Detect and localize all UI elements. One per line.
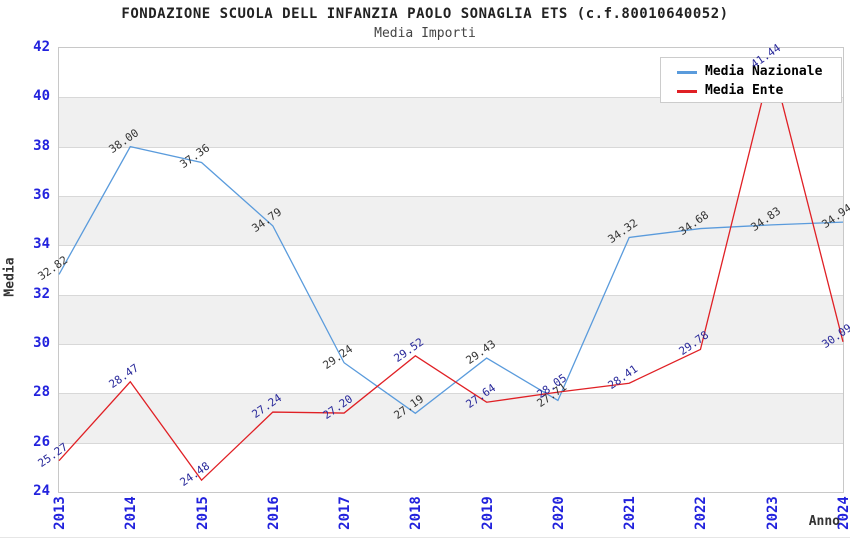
gridline	[59, 393, 843, 395]
y-axis-title: Media	[2, 257, 18, 297]
y-tick-label: 36	[33, 187, 50, 203]
x-tick-label: 2016	[265, 496, 282, 530]
series-line-media-nazionale	[58, 145, 844, 415]
legend-marker-icon	[677, 71, 697, 74]
legend-label: Media Ente	[705, 83, 784, 98]
x-tick-label: 2014	[123, 496, 140, 530]
gridline	[59, 97, 843, 99]
series-line-media-ente	[58, 61, 844, 482]
gridline	[59, 442, 843, 444]
x-tick-label: 2013	[52, 496, 68, 530]
gridline	[59, 344, 843, 345]
x-tick-label: 2022	[693, 496, 710, 530]
y-tick-label: 38	[33, 137, 50, 154]
shaded-band	[59, 393, 843, 443]
gridline	[59, 196, 843, 197]
legend-item-media-ente: Media Ente	[661, 82, 841, 100]
x-tick-label: 2017	[337, 496, 354, 530]
gridline	[59, 146, 843, 148]
y-tick-label: 40	[33, 88, 50, 105]
y-tick-label: 42	[33, 39, 50, 55]
gridline	[59, 294, 843, 296]
y-tick-label: 26	[33, 433, 50, 450]
x-tick-label: 2021	[622, 496, 639, 530]
legend-label: Media Nazionale	[705, 64, 823, 79]
y-tick-label: 32	[33, 285, 50, 302]
chart-subtitle: Media Importi	[374, 26, 476, 41]
x-axis-title: Anno	[808, 514, 840, 529]
legend-item-media-nazionale: Media Nazionale	[661, 63, 841, 81]
y-tick-label: 28	[33, 384, 50, 401]
y-tick-label: 34	[33, 236, 50, 253]
bottom-divider	[0, 537, 850, 538]
x-tick-label: 2015	[194, 496, 211, 530]
y-tick-label: 30	[33, 335, 50, 351]
x-tick-label: 2019	[479, 496, 496, 530]
x-tick-label: 2020	[550, 496, 567, 530]
legend-marker-icon	[677, 90, 697, 93]
series-lines	[58, 61, 844, 482]
shaded-band	[59, 97, 843, 147]
shaded-band	[59, 196, 843, 246]
x-tick-label: 2018	[408, 496, 425, 530]
legend: Media Nazionale Media Ente	[660, 57, 842, 103]
x-tick-label: 2023	[764, 496, 781, 530]
plot-area	[58, 47, 844, 493]
chart-title: FONDAZIONE SCUOLA DELL INFANZIA PAOLO SO…	[121, 6, 729, 22]
y-tick-label: 24	[33, 483, 50, 499]
gridline	[59, 245, 843, 247]
